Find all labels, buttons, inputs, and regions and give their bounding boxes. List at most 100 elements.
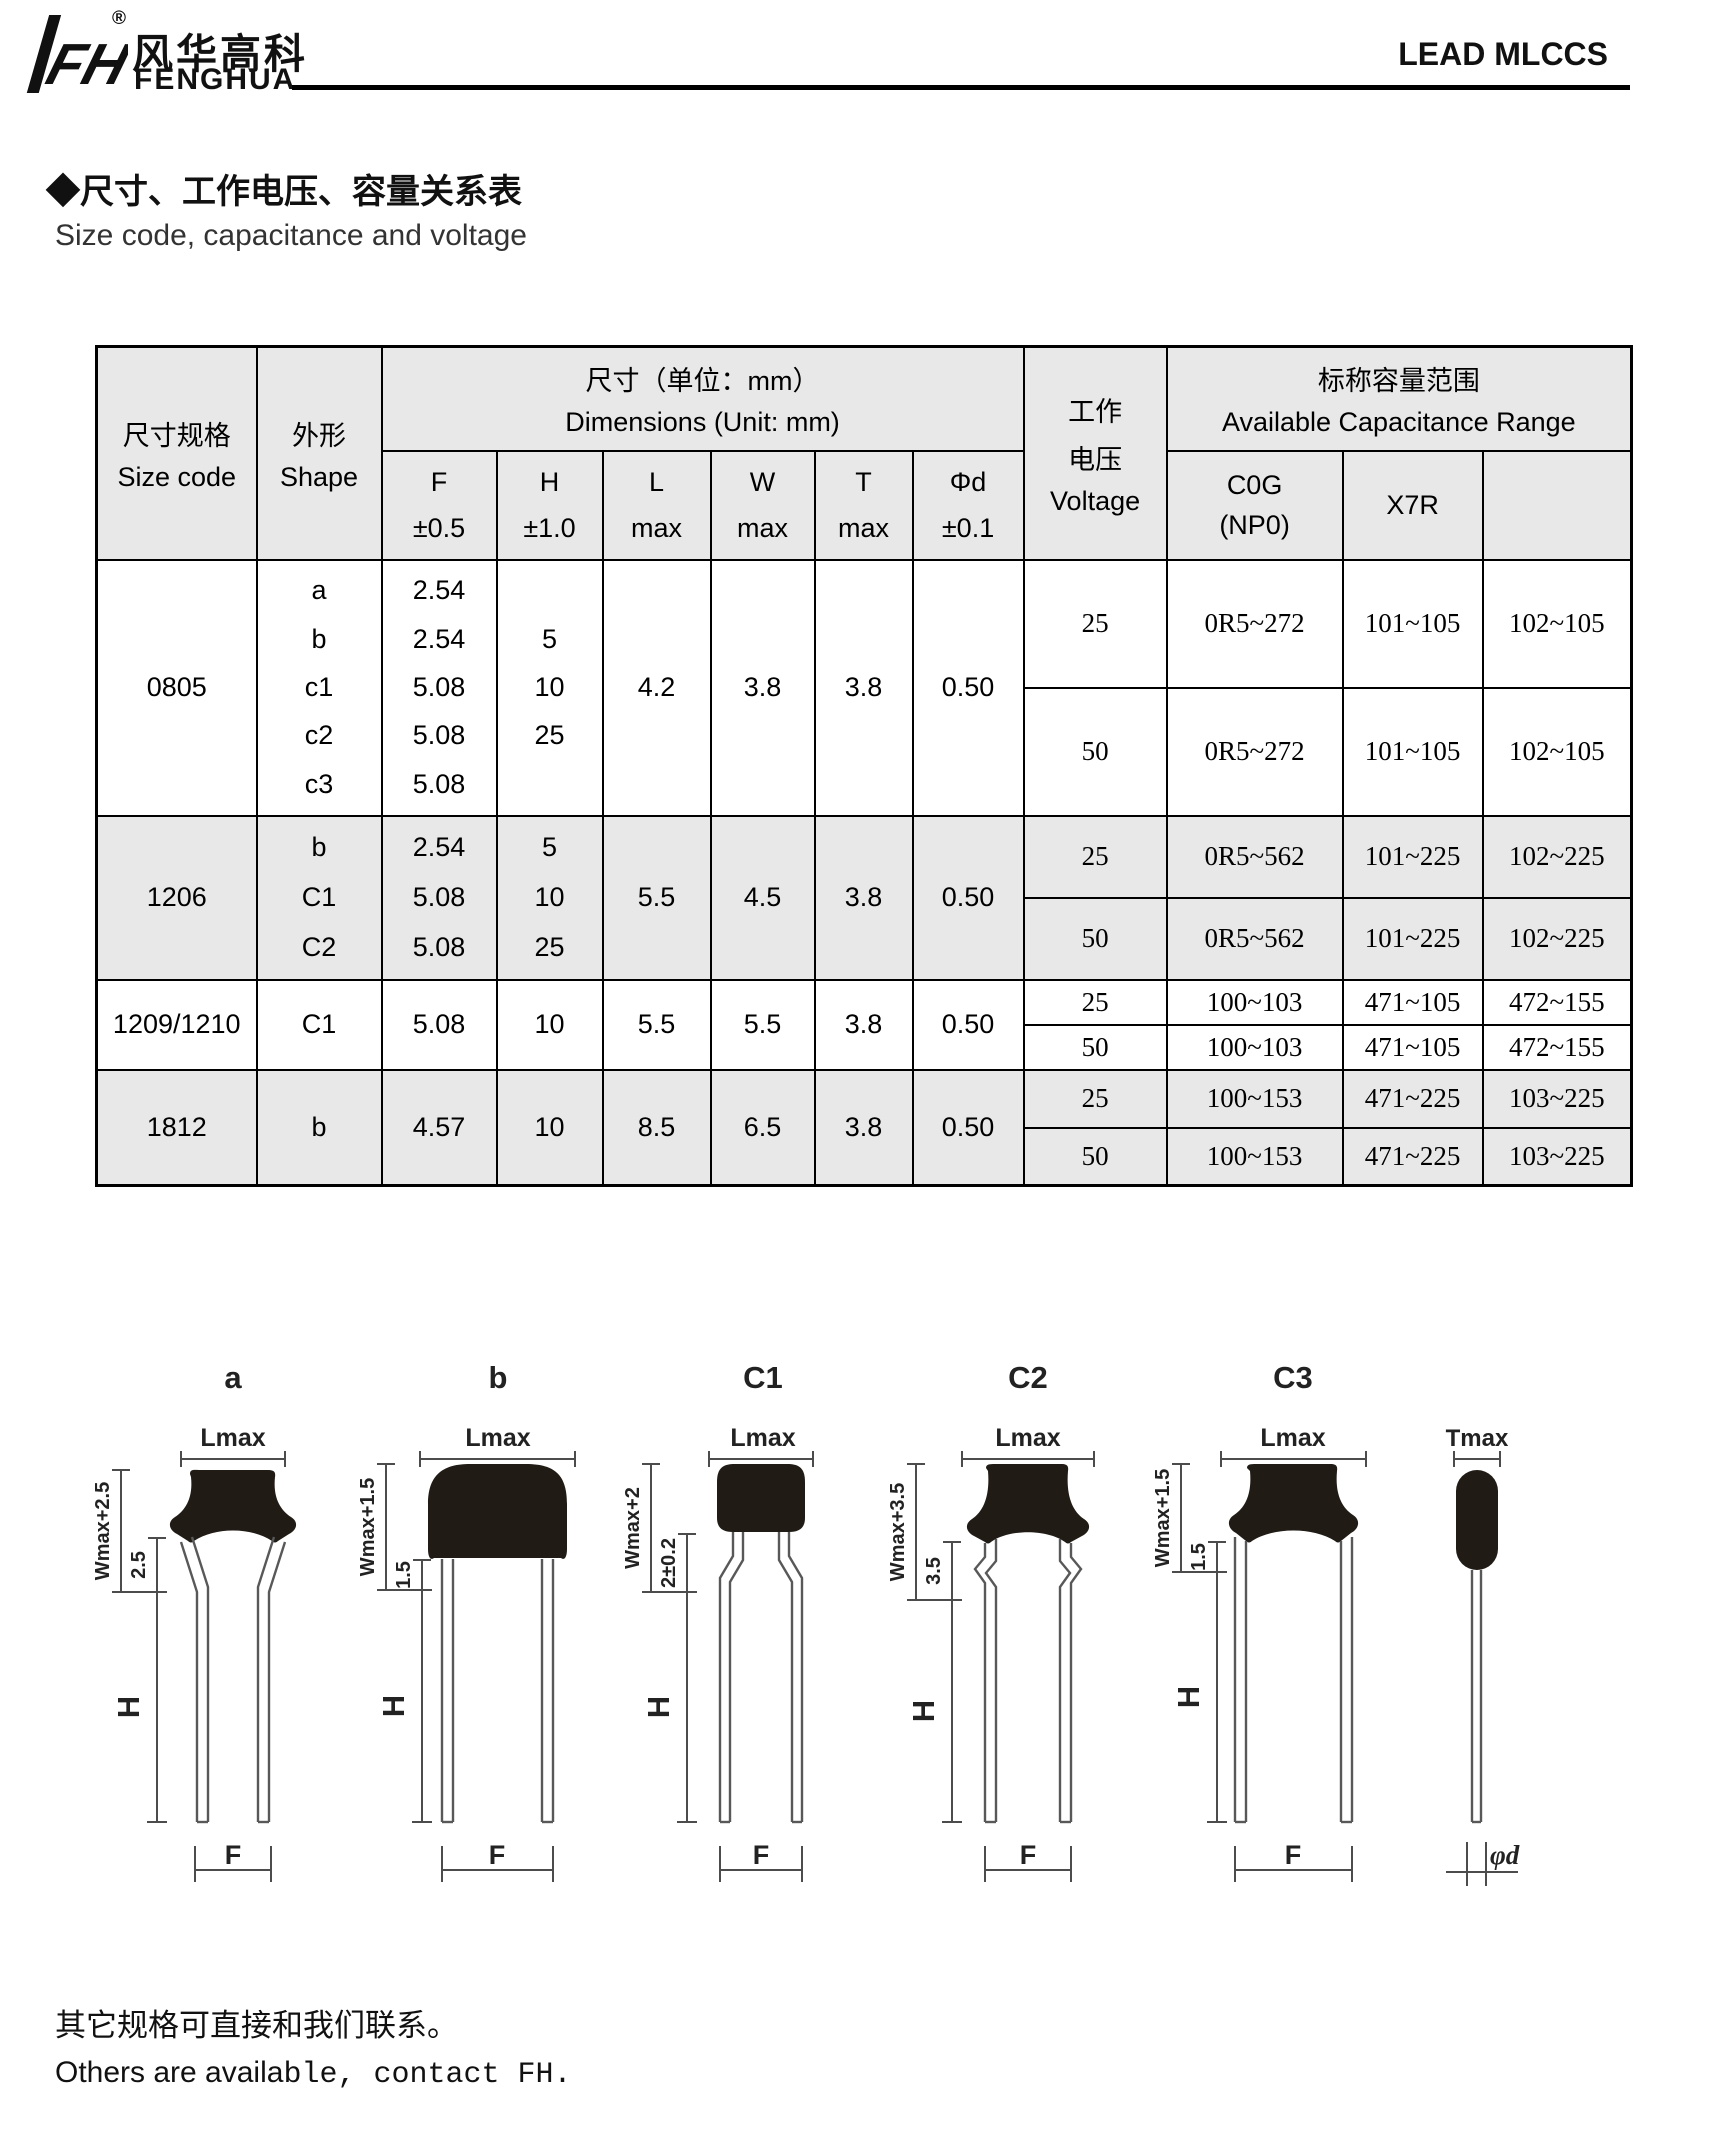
voltage-value-cell: 25 <box>1022 978 1168 1026</box>
h-label: H <box>111 1696 146 1718</box>
voltage-label-cn-1: 工作 <box>1068 396 1123 427</box>
shape-cell-line: c3 <box>304 768 334 799</box>
footer-note-cn: 其它规格可直接和我们联系。 <box>55 2008 458 2043</box>
h-value-cell-stack: 10 <box>498 987 602 1063</box>
h-value-cell-line: 5 <box>541 623 558 654</box>
x7r-range-cell: 101~105 <box>1341 686 1484 817</box>
extra-range-cell: 102~225 <box>1481 896 1633 981</box>
size-voltage-capacitance-table: 尺寸规格 Size code 外形 Shape 尺寸（单位：mm） Dimens… <box>95 345 1634 1187</box>
t-value-cell: 3.8 <box>813 814 914 981</box>
h-value-cell-stack: 5 10 25 <box>498 567 602 809</box>
lead-wires <box>718 1532 804 1824</box>
section-title-en: Size code, capacitance and voltage <box>55 219 527 252</box>
col-header-extra <box>1481 449 1633 561</box>
h-value-cell: 5 10 25 <box>495 558 604 817</box>
shape-cell-stack: b C1 C2 <box>258 823 381 973</box>
col-header-voltage: 工作 电压 Voltage <box>1022 345 1168 561</box>
h-value-cell-line: 25 <box>534 932 565 962</box>
lmax-label: Lmax <box>200 1424 265 1452</box>
lead-wires <box>440 1559 555 1824</box>
f-label: F <box>1020 1840 1037 1870</box>
dimensions-label-cn: 尺寸（单位：mm） <box>585 366 820 397</box>
col-header-c0g: C0G (NP0) <box>1165 449 1344 561</box>
shape-cell-line: a <box>311 575 327 606</box>
table-body: 0805 a b c1 c2 c3 2.54 2.54 5.08 5.08 5.08 5 10 25 4.2… <box>95 558 1633 1187</box>
table-row: 0805 a b c1 c2 c3 2.54 2.54 5.08 5.08 5.08 5 10 25 4.2… <box>95 558 1633 817</box>
registered-trademark-icon: ® <box>112 8 126 29</box>
phid-value-cell: 0.50 <box>911 1068 1025 1187</box>
diagram-figure-c1: C1 Lmax Wmax+2 2±0.2 H F <box>625 1360 814 1882</box>
c0g-range-cell: 100~153 <box>1165 1126 1344 1187</box>
t-value-cell: 3.8 <box>813 1068 914 1187</box>
wmax-label: Wmax+2.5 <box>95 1482 114 1580</box>
phid-value-cell: 0.50 <box>911 814 1025 981</box>
table-row: 1206 b C1 C2 2.54 5.08 5.08 5 10 25 5.5 4.5 3.8 0.50 2… <box>95 814 1633 981</box>
size-code-cell: 1209/1210 <box>95 978 258 1071</box>
w-symbol: W <box>749 466 776 497</box>
document-title: LEAD MLCCS <box>1398 36 1608 72</box>
col-header-size-code: 尺寸规格 Size code <box>95 345 258 561</box>
f-value-cell: 2.54 5.08 5.08 <box>380 814 498 981</box>
voltage-value-cell: 50 <box>1022 1023 1168 1071</box>
figure-c2-label: C2 <box>1008 1360 1048 1395</box>
shape-cell: b C1 C2 <box>255 814 383 981</box>
c0g-range-cell: 0R5~562 <box>1165 814 1344 899</box>
voltage-value-cell: 25 <box>1022 1068 1168 1129</box>
f-value-cell-line: 5.08 <box>412 932 466 962</box>
f-value-cell-line: 5.08 <box>412 671 466 702</box>
col-header-l: L max <box>601 449 712 561</box>
h-value-cell-line: 5 <box>541 832 558 862</box>
col-header-dimensions: 尺寸（单位：mm） Dimensions (Unit: mm) <box>380 345 1025 452</box>
c0g-range-cell: 100~153 <box>1165 1068 1344 1129</box>
l-tolerance: max <box>630 512 682 543</box>
f-value-cell: 4.57 <box>380 1068 498 1187</box>
f-value-cell: 2.54 2.54 5.08 5.08 5.08 <box>380 558 498 817</box>
diagram-figure-a: a Lmax Wmax+2.5 2.5 H F <box>95 1360 297 1882</box>
l-value-cell: 5.5 <box>601 814 712 981</box>
shape-label-cn: 外形 <box>292 420 346 451</box>
h-value-cell: 10 <box>495 1068 604 1187</box>
shape-cell-line: c1 <box>304 671 334 702</box>
footer-note-en: Others are available, contact FH. <box>55 2056 572 2092</box>
wmax-label: Wmax+3.5 <box>890 1483 909 1581</box>
size-code-label-cn: 尺寸规格 <box>122 420 231 451</box>
shape-cell-line: C1 <box>301 1009 337 1039</box>
voltage-label-en: Voltage <box>1050 485 1141 516</box>
f-value-cell-line: 2.54 <box>412 623 466 654</box>
voltage-label-cn-2: 电压 <box>1068 444 1123 475</box>
shape-cell-line: C2 <box>301 932 337 962</box>
inner-dim-label: 2.5 <box>128 1551 150 1579</box>
lmax-label: Lmax <box>730 1424 795 1452</box>
shape-cell-line: C1 <box>301 882 337 912</box>
extra-range-cell: 103~225 <box>1481 1126 1633 1187</box>
c0g-range-cell: 0R5~272 <box>1165 686 1344 817</box>
np0-label: (NP0) <box>1219 509 1290 540</box>
shape-cell-stack: b <box>258 1076 381 1178</box>
table-row: 1812 b 4.57 10 8.5 6.5 3.8 0.50 25 100~153 471~225… <box>95 1068 1633 1187</box>
f-value-cell-line: 2.54 <box>412 832 466 862</box>
diagram-figure-c2: C2 Lmax Wmax+3.5 3.5 H F <box>890 1360 1095 1882</box>
l-symbol: L <box>648 466 665 497</box>
extra-range-cell: 103~225 <box>1481 1068 1633 1129</box>
h-value-cell-line: 10 <box>534 882 565 912</box>
c0g-range-cell: 0R5~562 <box>1165 896 1344 981</box>
f-value-cell-line: 2.54 <box>412 575 466 606</box>
cap-range-label-en: Available Capacitance Range <box>1221 407 1576 438</box>
c0g-range-cell: 100~103 <box>1165 1023 1344 1071</box>
shape-cell-line: b <box>311 623 327 654</box>
lead-wire-side <box>1470 1570 1483 1824</box>
brand-name-en: FENGHUA <box>134 63 297 96</box>
wmax-label: Wmax+1.5 <box>1155 1469 1174 1567</box>
c0g-range-cell: 100~103 <box>1165 978 1344 1026</box>
h-tolerance: ±1.0 <box>523 512 576 543</box>
h-value-cell-stack: 5 10 25 <box>498 823 602 973</box>
capacitor-body <box>966 1464 1090 1544</box>
capacitor-body <box>169 1469 297 1543</box>
header-divider <box>292 85 1630 90</box>
inner-dim-label: 3.5 <box>923 1557 945 1585</box>
voltage-value-cell: 50 <box>1022 1126 1168 1187</box>
col-header-f: F ±0.5 <box>380 449 498 561</box>
shape-cell-line: b <box>311 1111 327 1142</box>
c0g-label: C0G <box>1226 469 1283 500</box>
capacitor-body <box>1228 1464 1359 1543</box>
